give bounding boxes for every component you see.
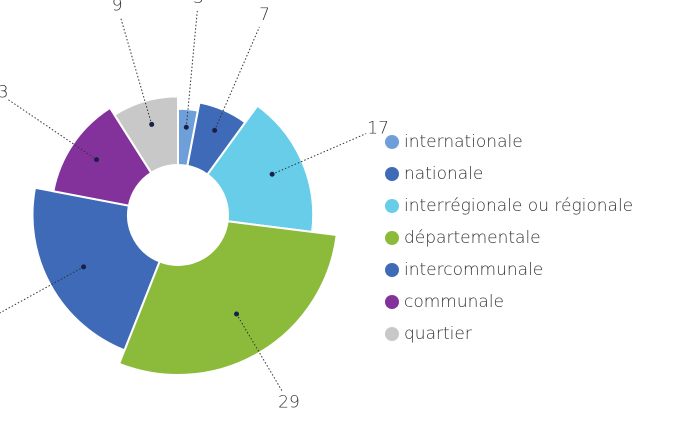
legend-marker: [385, 135, 399, 149]
leader-dot: [269, 171, 275, 177]
pie-slice: [205, 104, 315, 234]
data-label: 9: [112, 0, 123, 16]
leader-line: [271, 133, 367, 175]
legend-label: interrégionale ou régionale: [404, 196, 633, 216]
pie-slice: [52, 106, 153, 207]
leader-line: [0, 266, 84, 314]
leader-line: [236, 313, 283, 392]
legend-label: communale: [404, 292, 504, 312]
leader-dot: [81, 264, 87, 270]
data-label: 29: [278, 393, 300, 413]
legend-marker: [385, 167, 399, 181]
leader-dot: [149, 121, 155, 127]
leader-dot: [94, 157, 100, 163]
leader-line: [8, 99, 97, 161]
data-label: 17: [367, 118, 389, 138]
legend-marker: [385, 231, 399, 245]
legend-label: nationale: [404, 164, 483, 184]
pie-slice: [31, 186, 161, 352]
leader-line: [214, 26, 260, 131]
data-label: 13: [0, 82, 9, 102]
legend-marker: [385, 295, 399, 309]
data-label: 7: [259, 5, 270, 25]
legend-label: intercommunale: [404, 260, 543, 280]
leader-line: [120, 18, 153, 125]
pie-slice: [117, 220, 338, 376]
legend-label: quartier: [404, 324, 472, 344]
pie-slice: [113, 95, 179, 175]
legend-marker: [385, 263, 399, 277]
legend-label: départementale: [404, 228, 541, 248]
data-label: 3: [193, 0, 204, 8]
legend-marker: [385, 327, 399, 341]
legend-label: internationale: [404, 132, 523, 152]
leader-dot: [212, 127, 218, 133]
leader-dot: [234, 311, 240, 317]
leader-dot: [183, 124, 189, 130]
legend-marker: [385, 199, 399, 213]
